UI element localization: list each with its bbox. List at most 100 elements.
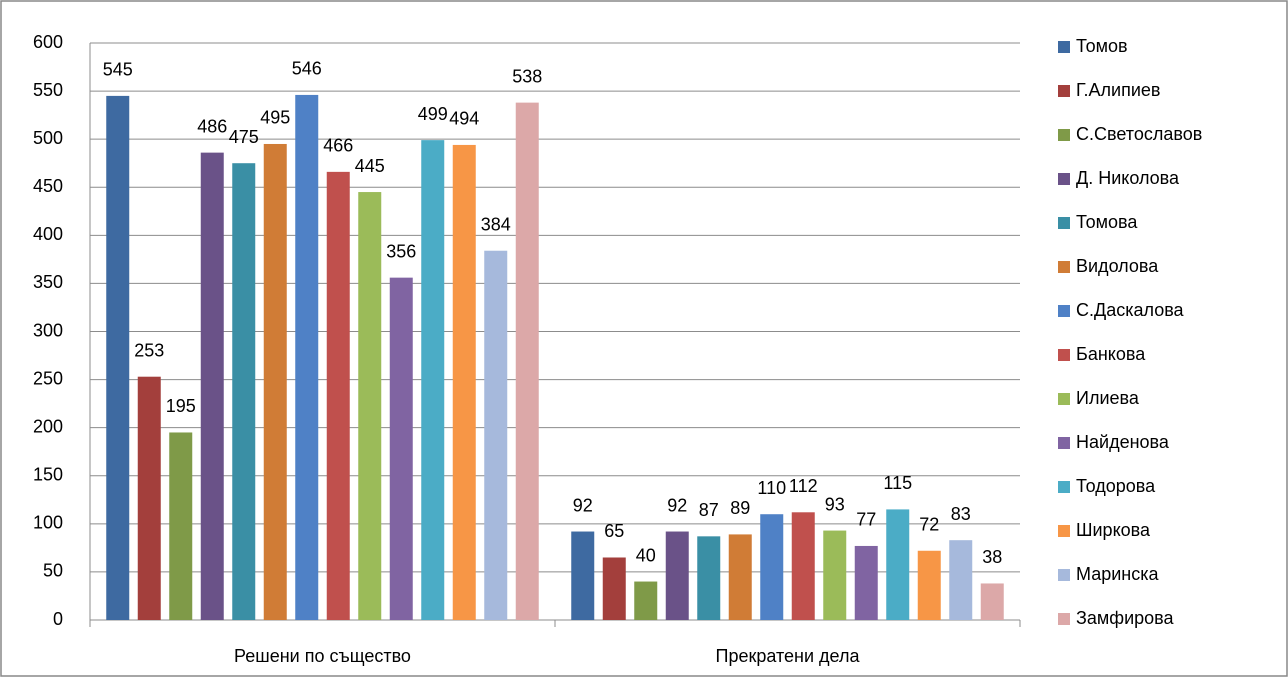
bar [484,250,508,620]
legend-swatch [1058,217,1070,229]
bar [326,171,350,620]
bar [791,512,815,620]
bar [571,531,595,620]
legend-swatch [1058,261,1070,273]
data-label: 486 [197,116,227,136]
bar [452,144,476,621]
legend-label: Томова [1076,212,1138,232]
legend-swatch [1058,305,1070,317]
data-label: 499 [418,104,448,124]
data-label: 87 [699,500,719,520]
legend-swatch [1058,437,1070,449]
bar [886,509,910,620]
legend-label: С.Светославов [1076,124,1202,144]
data-label: 495 [260,108,290,128]
bar [634,581,658,620]
data-label: 93 [825,494,845,514]
bar [232,163,256,621]
legend-swatch [1058,129,1070,141]
legend-label: Банкова [1076,344,1146,364]
bar [980,583,1004,620]
data-label: 445 [355,156,385,176]
bar [760,514,784,620]
bar [263,143,287,620]
data-label: 466 [323,136,353,156]
bar [728,534,752,620]
data-label: 115 [883,473,912,493]
y-tick-label: 0 [53,609,63,629]
bar [917,550,941,620]
y-tick-label: 500 [33,128,63,148]
data-label: 83 [951,504,971,524]
y-tick-label: 350 [33,272,63,292]
y-tick-label: 250 [33,368,63,388]
y-tick-label: 400 [33,224,63,244]
legend-swatch [1058,349,1070,361]
data-label: 253 [134,340,164,360]
data-label: 89 [730,498,750,518]
legend-swatch [1058,481,1070,493]
x-tick-label: Прекратени дела [716,646,861,666]
legend-label: Илиева [1076,388,1140,408]
data-label: 92 [573,495,593,515]
bar [106,95,130,621]
x-tick-label: Решени по същество [234,646,411,666]
bar [854,545,878,620]
bar [421,140,445,620]
bar [949,540,973,620]
data-label: 546 [292,59,322,79]
bar [137,376,161,620]
legend-label: Ширкова [1076,520,1151,540]
bar [823,530,847,620]
legend-label: Томов [1076,36,1128,56]
data-label: 72 [919,515,939,535]
bar [665,531,689,620]
legend-swatch [1058,41,1070,53]
data-label: 384 [481,214,511,234]
y-tick-label: 200 [33,416,63,436]
data-label: 65 [604,521,624,541]
bar [697,536,721,620]
legend-swatch [1058,393,1070,405]
bar [602,557,626,620]
data-label: 38 [982,547,1002,567]
y-tick-label: 550 [33,80,63,100]
bar [200,152,224,620]
data-label: 112 [789,476,818,496]
legend-label: С.Даскалова [1076,300,1185,320]
bar [169,432,193,620]
legend-label: Тодорова [1076,476,1156,496]
legend-label: Г.Алипиев [1076,80,1161,100]
y-tick-label: 150 [33,465,63,485]
legend-swatch [1058,525,1070,537]
legend-swatch [1058,569,1070,581]
data-label: 538 [512,66,542,86]
y-tick-label: 50 [43,561,63,581]
legend-swatch [1058,613,1070,625]
legend-swatch [1058,173,1070,185]
legend-label: Д. Николова [1076,168,1180,188]
data-label: 40 [636,545,656,565]
data-label: 195 [166,396,196,416]
y-tick-label: 600 [33,32,63,52]
data-label: 356 [386,241,416,261]
data-label: 92 [667,495,687,515]
bar [295,94,319,621]
legend-label: Найденова [1076,432,1170,452]
data-label: 545 [103,60,133,80]
legend-label: Видолова [1076,256,1159,276]
y-tick-label: 100 [33,513,63,533]
data-label: 494 [449,109,479,129]
bar [389,277,413,620]
y-tick-label: 300 [33,320,63,340]
data-label: 77 [856,510,876,530]
bar [358,192,382,620]
legend-label: Маринска [1076,564,1159,584]
data-label: 475 [229,127,259,147]
y-tick-label: 450 [33,176,63,196]
bar [515,102,539,620]
data-label: 110 [757,478,786,498]
legend-label: Замфирова [1076,608,1175,628]
legend-swatch [1058,85,1070,97]
